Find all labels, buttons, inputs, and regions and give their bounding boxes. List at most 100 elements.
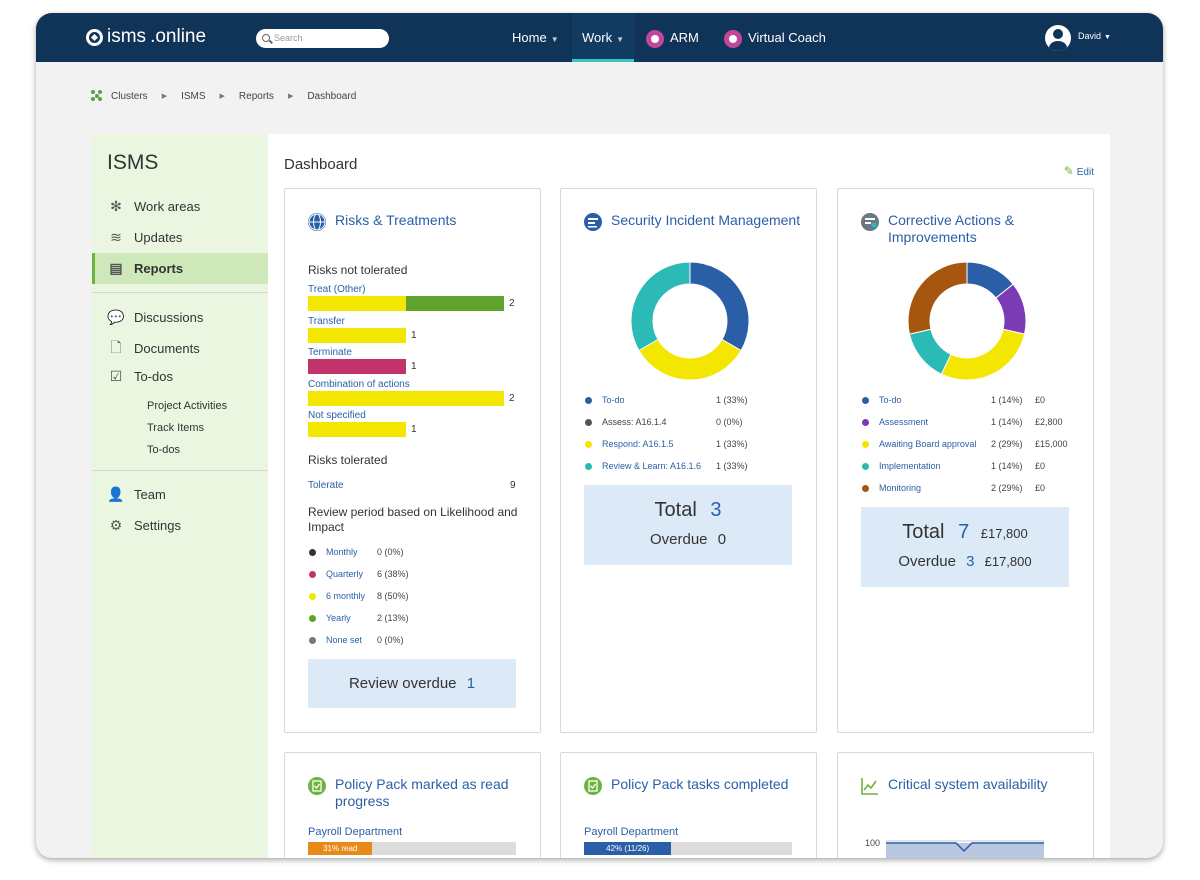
- improvement-icon: [861, 213, 879, 231]
- sidebar-subitem-track-items[interactable]: Track Items: [147, 422, 205, 434]
- card-title[interactable]: Policy Pack tasks completed: [611, 776, 789, 792]
- breadcrumb-isms[interactable]: ISMS: [181, 90, 206, 102]
- corrective-overdue-amount: £17,800: [984, 554, 1032, 569]
- risks-tolerated-heading: Risks tolerated: [308, 453, 388, 467]
- incident-legend-label[interactable]: To-do: [602, 395, 625, 405]
- risk-bar-label[interactable]: Combination of actions: [308, 378, 410, 390]
- review-period-link[interactable]: 6 monthly: [326, 591, 366, 601]
- brand-name-bold: .online: [150, 26, 207, 47]
- nav-virtual-coach[interactable]: Virtual Coach: [724, 13, 826, 62]
- corrective-legend-label[interactable]: Assessment: [879, 417, 929, 427]
- user-avatar-icon[interactable]: [1045, 25, 1071, 51]
- logo-icon: [86, 28, 103, 46]
- review-period-link[interactable]: Yearly: [326, 613, 351, 623]
- corrective-donut-slice[interactable]: [908, 328, 952, 375]
- card-title[interactable]: Security Incident Management: [611, 212, 801, 228]
- corrective-legend-value: 1 (14%): [991, 461, 1023, 471]
- risk-bar-label[interactable]: Treat (Other): [308, 284, 366, 295]
- breadcrumb-reports[interactable]: Reports: [238, 90, 274, 102]
- nav-work[interactable]: Work ▼: [572, 13, 635, 62]
- tolerate-link[interactable]: Tolerate: [308, 480, 344, 491]
- risk-bar-label[interactable]: Not specified: [308, 410, 366, 421]
- risk-bar-segment[interactable]: [308, 390, 504, 406]
- review-period-link[interactable]: Monthly: [326, 547, 358, 557]
- availability-line-chart: [886, 840, 1044, 858]
- sidebar-item-work-areas[interactable]: ✻ Work areas: [92, 191, 268, 222]
- card-title[interactable]: Risks & Treatments: [335, 212, 457, 228]
- review-period-heading: Review period based on Likelihood and Im…: [308, 505, 518, 534]
- incident-overdue-label: Overdue: [649, 531, 708, 548]
- brand-logo[interactable]: isms .online: [86, 26, 206, 48]
- brand-name-light: isms: [107, 26, 147, 47]
- review-overdue-box[interactable]: Review overdue 1: [308, 659, 516, 708]
- review-overdue-label: Review overdue: [348, 675, 457, 692]
- policy-pack-tasks-card: Policy Pack tasks completed Payroll Depa…: [560, 752, 817, 858]
- breadcrumb-dashboard: Dashboard: [307, 90, 357, 102]
- card-title[interactable]: Policy Pack marked as read progress: [335, 776, 509, 809]
- corrective-legend-label[interactable]: Monitoring: [879, 483, 922, 493]
- sidebar-subitem-todos[interactable]: To-dos: [147, 444, 181, 456]
- corrective-legend-amount: £0: [1035, 483, 1046, 493]
- search-input[interactable]: Search: [256, 29, 389, 48]
- legend-dot: [862, 419, 869, 426]
- sidebar-item-updates[interactable]: ≋ Updates: [92, 222, 268, 253]
- legend-dot: [585, 463, 592, 470]
- wifi-icon: ≋: [110, 229, 122, 245]
- review-period-link[interactable]: None set: [326, 635, 363, 645]
- chevron-down-icon: ▼: [550, 35, 559, 44]
- risk-bar-label[interactable]: Transfer: [308, 315, 345, 327]
- corrective-legend-amount: £2,800: [1035, 417, 1063, 427]
- corrective-legend-label[interactable]: Implementation: [879, 461, 941, 471]
- corrective-legend-label[interactable]: To-do: [879, 395, 902, 405]
- corrective-legend-label[interactable]: Awaiting Board approval: [879, 439, 977, 449]
- sidebar-item-reports[interactable]: ▤ Reports: [92, 253, 268, 284]
- chevron-down-icon: ▼: [616, 35, 625, 44]
- incident-donut-slice[interactable]: [638, 338, 742, 381]
- arm-icon: [646, 29, 664, 48]
- incident-donut-slice[interactable]: [630, 261, 691, 352]
- clusters-icon: [91, 90, 103, 102]
- sidebar-item-team[interactable]: 👤 Team: [92, 479, 268, 510]
- legend-dot: [309, 593, 316, 600]
- review-overdue-value: 1: [466, 675, 476, 692]
- risk-bar-segment[interactable]: [308, 422, 406, 437]
- risk-bar-segment[interactable]: [308, 327, 406, 343]
- legend-dot: [862, 441, 869, 448]
- policy-read-progress-fill: 31% read: [308, 842, 373, 855]
- corrective-donut-slice[interactable]: [907, 261, 968, 335]
- corrective-donut-slice[interactable]: [940, 328, 1026, 381]
- nav-arm[interactable]: ARM: [646, 13, 699, 62]
- page-title: Dashboard: [284, 156, 358, 173]
- risk-bar-segment[interactable]: [308, 359, 406, 374]
- user-menu[interactable]: David ▼: [1078, 31, 1111, 41]
- risk-bar-segment[interactable]: [406, 296, 504, 311]
- sidebar-item-documents[interactable]: 🗋 Documents: [92, 333, 268, 364]
- department-link[interactable]: Payroll Department: [308, 826, 403, 838]
- legend-dot: [309, 637, 316, 644]
- sidebar-item-discussions[interactable]: 💬 Discussions: [92, 302, 268, 333]
- corrective-legend-amount: £15,000: [1035, 439, 1068, 449]
- nav-home[interactable]: Home ▼: [512, 13, 559, 62]
- policy-check-icon: [308, 777, 326, 795]
- review-period-link[interactable]: Quarterly: [326, 569, 364, 579]
- breadcrumb-separator-icon: ▶: [161, 93, 168, 100]
- edit-button[interactable]: ✎ Edit: [1064, 164, 1094, 178]
- sidebar-item-label: To-dos: [134, 369, 174, 384]
- sidebar: ISMS ✻ Work areas ≋ Updates ▤ Reports 💬 …: [92, 134, 268, 858]
- incident-legend-label[interactable]: Respond: A16.1.5: [602, 439, 674, 449]
- card-title[interactable]: Critical system availability: [888, 776, 1048, 792]
- department-link[interactable]: Payroll Department: [584, 826, 679, 838]
- incident-legend-label[interactable]: Review & Learn: A16.1.6: [602, 461, 702, 471]
- app-window: isms .online Search Home ▼ Work ▼ ARM Virtu…: [36, 13, 1163, 858]
- card-title[interactable]: Corrective Actions & Improvements: [888, 212, 1015, 245]
- risk-bar-label[interactable]: Terminate: [308, 347, 352, 358]
- risk-bar-segment[interactable]: [308, 296, 406, 311]
- incident-icon: [584, 213, 602, 231]
- legend-dot: [585, 441, 592, 448]
- sidebar-subitem-project-activities[interactable]: Project Activities: [147, 400, 228, 412]
- breadcrumb-clusters[interactable]: Clusters: [111, 90, 148, 102]
- sidebar-item-todos[interactable]: ☑ To-dos: [92, 361, 268, 392]
- sidebar-item-settings[interactable]: ⚙ Settings: [92, 510, 268, 541]
- incident-donut-slice[interactable]: [689, 261, 750, 352]
- risks-not-tolerated-heading: Risks not tolerated: [308, 263, 408, 277]
